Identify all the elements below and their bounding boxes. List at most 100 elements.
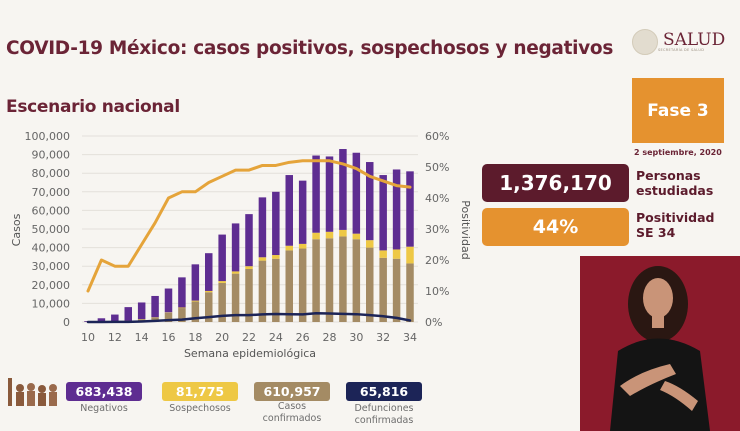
stat-label-line: estudiadas [636,183,714,198]
x-tick-label: 12 [108,331,122,344]
legend-label-line: Negativos [80,403,128,414]
bar-suspected [366,240,374,248]
bar-negative [366,162,374,241]
bar-confirmed [325,238,334,322]
y-tick-label: 40,000 [32,242,71,255]
x-tick-label: 18 [188,331,202,344]
x-axis-label: Semana epidemiológica [184,347,316,360]
bar-suspected [258,257,267,261]
x-tick-label: 10 [81,331,95,344]
bar-suspected [392,249,401,259]
bar-confirmed [406,263,414,322]
positivity-value: 44% [482,208,629,246]
bar-negative [352,152,361,234]
bar-confirmed [258,260,267,322]
legend-confirmed-value: 610,957 [254,382,330,401]
positivity-label: Positividad SE 34 [636,210,715,240]
y-tick-label: 70,000 [32,186,71,199]
sign-language-interpreter-video [580,256,740,431]
bar-suspected [231,271,240,274]
logo-text: SALUD [663,30,726,50]
x-tick-label: 26 [296,331,310,344]
bar-negative [339,149,347,230]
bar-negative [245,214,253,267]
y2-tick-label: 20% [425,254,449,267]
x-tick-label: 14 [135,331,149,344]
x-tick-label: 16 [162,331,176,344]
y2-tick-label: 30% [425,223,449,236]
cases-positivity-chart: 0 10,000 20,000 30,000 40,000 50,000 60,000 70,… [10,130,472,360]
bar-suspected [312,232,320,240]
y2-tick-label: 40% [425,192,449,205]
bar-confirmed [231,273,240,322]
bar-suspected [339,229,347,237]
bar-negative [124,307,132,321]
bar-negative [231,223,240,272]
phase-badge: Fase 3 [632,78,724,143]
legend-negatives-label: Negativos [66,403,142,415]
bar-negative [205,253,213,291]
x-tick-label: 24 [269,331,283,344]
y-tick-label: 100,000 [25,130,71,143]
stat-label-line: Personas [636,168,701,183]
legend-deaths-value: 65,816 [346,382,422,401]
legend-confirmed-label: Casos confirmados [254,401,330,425]
y-tick-label: 60,000 [32,204,71,217]
bar-suspected [191,300,200,302]
bar-negative [151,295,159,318]
y-tick-label: 10,000 [32,297,71,310]
bar-confirmed [339,236,347,322]
stat-label-line: SE 34 [636,225,676,240]
y2-tick-label: 50% [425,161,449,174]
y-tick-label: 20,000 [32,279,71,292]
bar-confirmed [312,239,320,322]
bar-confirmed [218,282,226,322]
y2-tick-label: 10% [425,285,449,298]
bar-negative [392,169,401,250]
y-tick-label: 0 [63,316,70,329]
x-tick-label: 28 [323,331,337,344]
bar-negative [137,302,146,320]
positivity-line [86,159,412,293]
bar-suspected [298,243,307,249]
bar-suspected [406,246,414,264]
legend-label-line: confirmadas [354,415,414,426]
legend-suspected-value: 81,775 [162,382,238,401]
bar-negative [178,277,186,308]
bar-confirmed [298,248,307,322]
deaths-line [86,312,412,324]
logo-subtext: SECRETARÍA DE SALUD [658,48,705,52]
bar-confirmed [164,312,173,322]
bar-negative [312,155,320,233]
page-subtitle: Escenario nacional [6,97,180,117]
bar-suspected [285,245,293,251]
legend-label-line: confirmados [262,413,322,424]
bar-confirmed [272,258,280,322]
y2-tick-label: 0% [425,316,442,329]
bar-negative [258,197,267,258]
interpreter-figure [610,266,710,431]
bar-confirmed [245,268,253,322]
bar-negative [379,175,387,251]
legend-suspected-label: Sospechosos [162,403,238,415]
legend-label-line: Defunciones [354,403,414,414]
bar-negative [285,175,293,246]
legend-label-line: Sospechosos [169,403,231,414]
y2-tick-label: 60% [425,130,449,143]
x-tick-label: 20 [215,331,229,344]
y2-axis-label: Positividad [459,200,472,259]
bar-suspected [178,307,186,309]
bar-negative [218,234,226,282]
stat-label-line: Positividad [636,210,715,225]
bar-negative [272,191,280,256]
x-tick-label: 34 [403,331,417,344]
y-tick-label: 30,000 [32,260,71,273]
bar-negative [97,318,106,322]
bar-confirmed [392,258,401,322]
bar-suspected [272,255,280,259]
bar-negative [191,264,200,301]
bar-suspected [245,266,253,269]
historic-figures-illustration [8,378,57,406]
bar-negative [164,288,173,313]
bar-confirmed [191,301,200,322]
